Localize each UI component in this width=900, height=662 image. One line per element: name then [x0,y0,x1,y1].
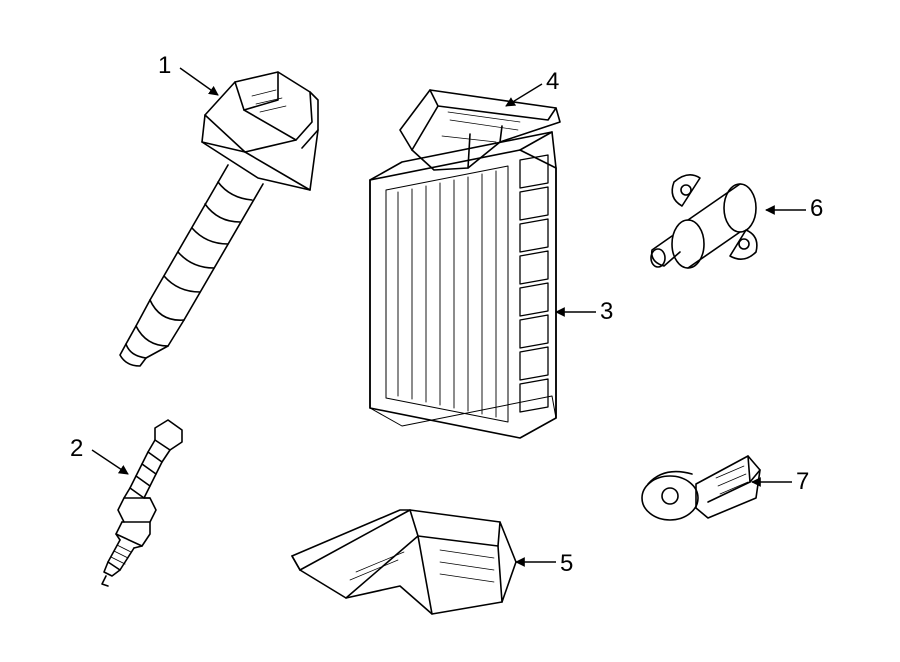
callout-label-2: 2 [70,435,83,463]
callout-label-4: 4 [546,68,559,96]
knock-sensor [0,0,900,662]
callout-label-7: 7 [796,468,809,496]
arrow-2 [92,450,128,474]
arrow-1 [180,68,218,95]
ignition-coil [0,0,900,662]
callout-arrows [0,0,900,662]
callout-label-5: 5 [560,550,573,578]
bracket-upper [0,0,900,662]
ecm-module [0,0,900,662]
bracket-lower [0,0,900,662]
arrow-4 [506,84,542,106]
spark-plug [0,0,900,662]
callout-label-1: 1 [158,52,171,80]
camshaft-sensor [0,0,900,662]
callout-label-6: 6 [810,195,823,223]
parts-diagram: 1 2 3 4 5 6 7 [0,0,900,662]
callout-label-3: 3 [600,298,613,326]
